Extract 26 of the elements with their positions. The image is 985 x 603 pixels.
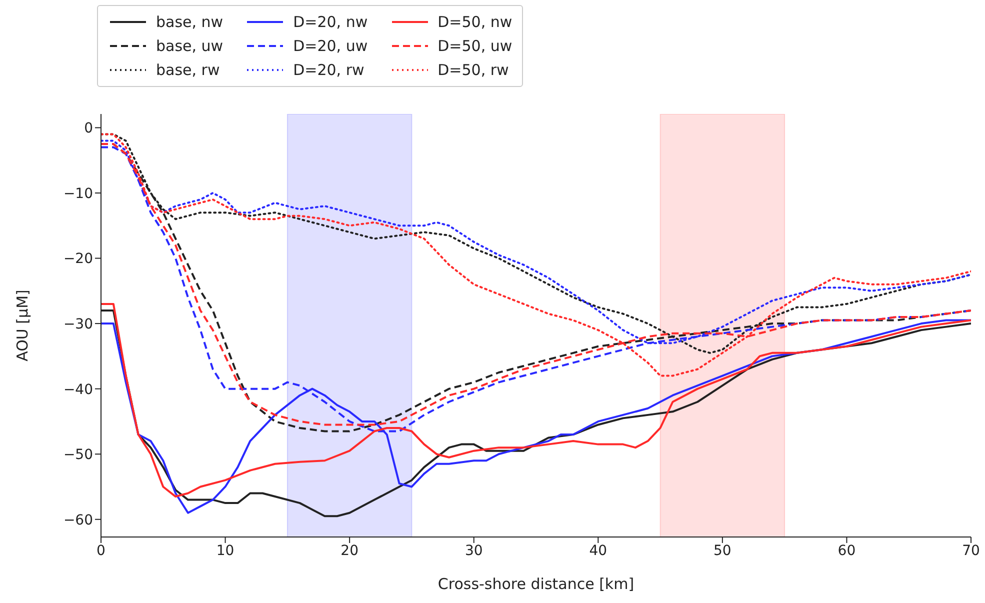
legend-label: base, nw — [156, 13, 224, 31]
y-tick-label: −20 — [63, 251, 93, 268]
legend-label: D=20, rw — [293, 61, 364, 79]
x-tick-label: 60 — [838, 542, 856, 559]
y-tick-label: −30 — [63, 316, 93, 333]
x-tick-label: 30 — [464, 542, 483, 559]
x-tick-label: 70 — [962, 542, 980, 559]
x-tick-label: 50 — [714, 542, 732, 559]
legend-label: D=50, rw — [438, 61, 509, 79]
legend-label: base, rw — [156, 61, 220, 79]
x-tick-label: 20 — [340, 542, 358, 559]
legend-label: D=20, uw — [293, 37, 368, 55]
y-tick-label: −60 — [63, 512, 93, 528]
x-tick-label: 0 — [96, 542, 106, 559]
y-tick-label: −50 — [63, 447, 93, 464]
legend-label: D=20, nw — [293, 13, 368, 31]
x-tick-label: 10 — [216, 542, 234, 559]
y-tick-label: 0 — [84, 120, 93, 137]
legend-label: D=50, uw — [438, 37, 512, 55]
x-axis-title: Cross-shore distance [km] — [438, 575, 634, 593]
legend-label: base, uw — [156, 37, 224, 55]
x-tick-label: 40 — [589, 542, 608, 559]
y-tick-label: −40 — [63, 382, 93, 398]
y-axis-title: AOU [μM] — [13, 290, 32, 362]
y-tick-label: −10 — [63, 186, 93, 202]
legend-label: D=50, nw — [438, 13, 512, 31]
